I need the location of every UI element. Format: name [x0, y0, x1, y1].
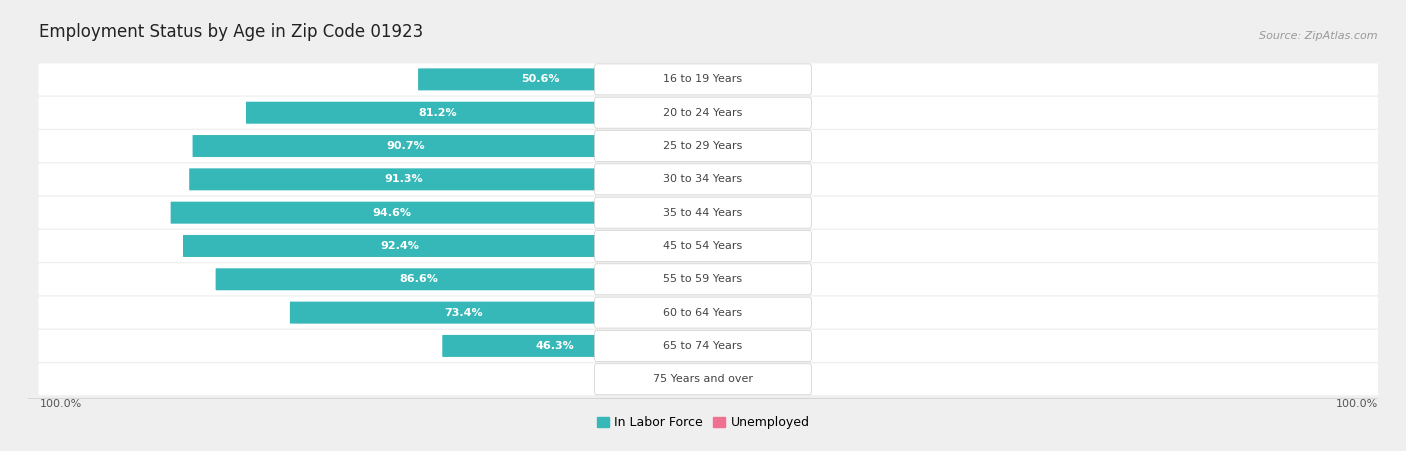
FancyBboxPatch shape — [418, 69, 703, 90]
FancyBboxPatch shape — [595, 331, 811, 361]
FancyBboxPatch shape — [38, 330, 1379, 362]
Text: 2.9%: 2.9% — [731, 207, 762, 218]
FancyBboxPatch shape — [595, 230, 811, 262]
Text: 90.7%: 90.7% — [387, 141, 425, 151]
FancyBboxPatch shape — [170, 202, 703, 224]
FancyBboxPatch shape — [703, 69, 730, 90]
FancyBboxPatch shape — [215, 268, 703, 290]
Text: 75 Years and over: 75 Years and over — [652, 374, 754, 384]
FancyBboxPatch shape — [703, 102, 725, 124]
FancyBboxPatch shape — [38, 130, 1379, 162]
FancyBboxPatch shape — [595, 64, 811, 95]
Text: 50.6%: 50.6% — [522, 74, 560, 84]
Text: 6.5%: 6.5% — [751, 241, 782, 251]
FancyBboxPatch shape — [290, 302, 703, 324]
FancyBboxPatch shape — [443, 335, 703, 357]
Text: 4.6%: 4.6% — [740, 74, 772, 84]
FancyBboxPatch shape — [38, 297, 1379, 329]
Text: 2.5%: 2.5% — [728, 308, 759, 318]
Legend: In Labor Force, Unemployed: In Labor Force, Unemployed — [596, 416, 810, 429]
Text: 65 to 74 Years: 65 to 74 Years — [664, 341, 742, 351]
Text: 45 to 54 Years: 45 to 54 Years — [664, 241, 742, 251]
FancyBboxPatch shape — [38, 163, 1379, 195]
Text: 46.3%: 46.3% — [536, 341, 575, 351]
Text: Employment Status by Age in Zip Code 01923: Employment Status by Age in Zip Code 019… — [39, 23, 423, 41]
Text: 81.2%: 81.2% — [418, 108, 457, 118]
Text: 35 to 44 Years: 35 to 44 Years — [664, 207, 742, 218]
Text: 4.5%: 4.5% — [740, 274, 770, 284]
Text: 0.0%: 0.0% — [714, 374, 745, 384]
Text: 100.0%: 100.0% — [39, 399, 82, 409]
FancyBboxPatch shape — [595, 164, 811, 195]
FancyBboxPatch shape — [595, 197, 811, 228]
FancyBboxPatch shape — [703, 168, 734, 190]
FancyBboxPatch shape — [595, 97, 811, 128]
FancyBboxPatch shape — [190, 168, 703, 190]
FancyBboxPatch shape — [595, 130, 811, 161]
FancyBboxPatch shape — [193, 135, 703, 157]
FancyBboxPatch shape — [183, 235, 703, 257]
Text: 16 to 19 Years: 16 to 19 Years — [664, 74, 742, 84]
Text: 100.0%: 100.0% — [1336, 399, 1378, 409]
FancyBboxPatch shape — [595, 364, 811, 395]
Text: 20 to 24 Years: 20 to 24 Years — [664, 108, 742, 118]
FancyBboxPatch shape — [38, 230, 1379, 262]
Text: 55 to 59 Years: 55 to 59 Years — [664, 274, 742, 284]
Text: 94.6%: 94.6% — [373, 207, 412, 218]
FancyBboxPatch shape — [595, 297, 811, 328]
Text: 25 to 29 Years: 25 to 29 Years — [664, 141, 742, 151]
Text: Source: ZipAtlas.com: Source: ZipAtlas.com — [1260, 31, 1378, 41]
FancyBboxPatch shape — [38, 97, 1379, 129]
FancyBboxPatch shape — [38, 197, 1379, 229]
Text: 5.5%: 5.5% — [745, 175, 776, 184]
FancyBboxPatch shape — [246, 102, 703, 124]
FancyBboxPatch shape — [38, 64, 1379, 95]
Text: 60 to 64 Years: 60 to 64 Years — [664, 308, 742, 318]
FancyBboxPatch shape — [703, 235, 740, 257]
FancyBboxPatch shape — [595, 264, 811, 295]
FancyBboxPatch shape — [703, 302, 717, 324]
Text: 91.3%: 91.3% — [384, 175, 423, 184]
FancyBboxPatch shape — [703, 202, 720, 224]
FancyBboxPatch shape — [703, 135, 758, 157]
Text: 86.6%: 86.6% — [399, 274, 439, 284]
FancyBboxPatch shape — [703, 268, 728, 290]
Text: 4.0%: 4.0% — [737, 108, 768, 118]
Text: 6.4%: 6.4% — [624, 374, 655, 384]
FancyBboxPatch shape — [38, 263, 1379, 295]
Text: 9.8%: 9.8% — [769, 141, 800, 151]
Text: 73.4%: 73.4% — [444, 308, 484, 318]
Text: 4.7%: 4.7% — [741, 341, 772, 351]
FancyBboxPatch shape — [703, 335, 730, 357]
FancyBboxPatch shape — [666, 368, 703, 390]
Text: 30 to 34 Years: 30 to 34 Years — [664, 175, 742, 184]
Text: 92.4%: 92.4% — [380, 241, 419, 251]
FancyBboxPatch shape — [38, 363, 1379, 395]
